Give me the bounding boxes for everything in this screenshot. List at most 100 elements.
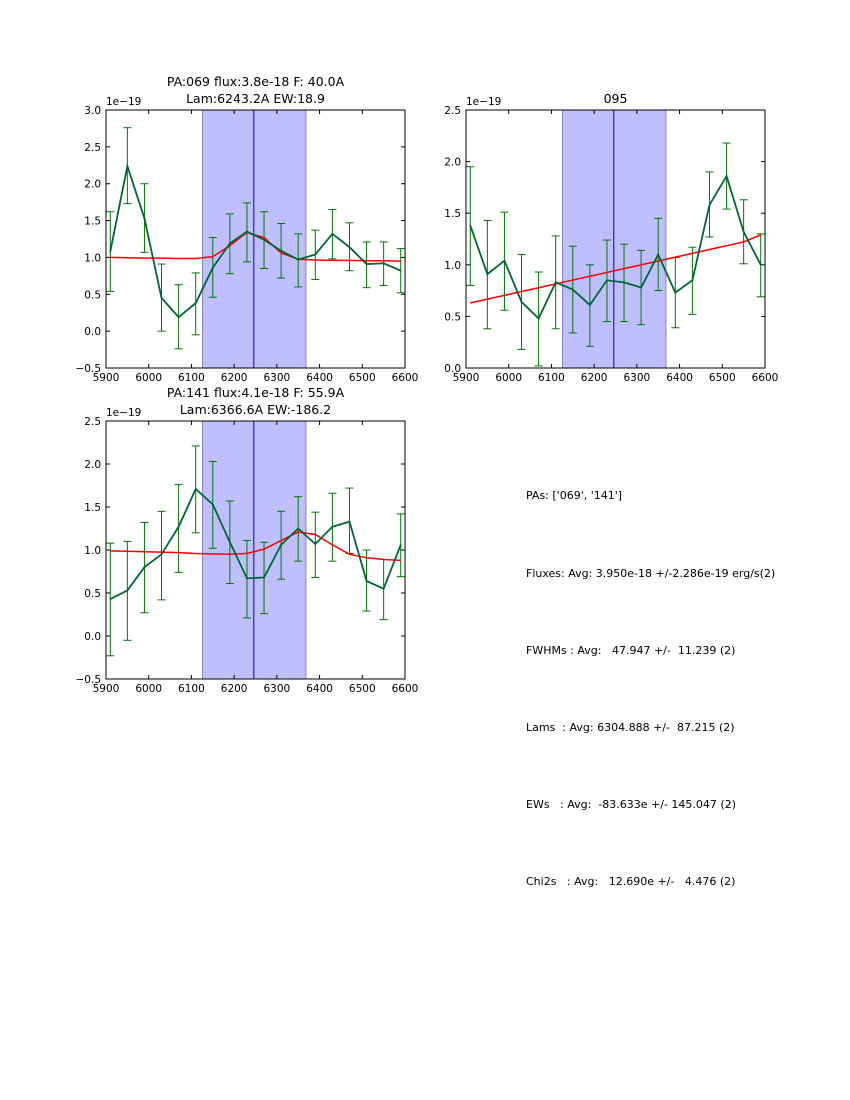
data-point bbox=[469, 224, 472, 227]
x-tick-label: 6000 bbox=[135, 372, 162, 384]
y-tick-label: 1.5 bbox=[84, 502, 101, 514]
fit-line bbox=[110, 531, 401, 562]
data-point bbox=[537, 317, 540, 320]
data-point bbox=[263, 576, 265, 579]
data-point bbox=[725, 175, 728, 177]
data-point bbox=[246, 230, 248, 233]
axes-frame bbox=[105, 109, 406, 369]
data-point bbox=[589, 304, 591, 306]
data-point bbox=[503, 259, 506, 262]
chart-panel-1: 5900 6000 6100 6200 6300 6400 6500 6600 −0.5 0.0 0… bbox=[76, 74, 419, 384]
data-point bbox=[297, 258, 300, 261]
chart-panel-3: 5900 6000 6100 6200 6300 6400 6500 6600 −0.5 0.0 0… bbox=[76, 385, 419, 695]
data-point bbox=[571, 288, 574, 291]
y-tick-label: 1.5 bbox=[444, 208, 461, 220]
data-point bbox=[520, 301, 523, 303]
x-tick-label: 5900 bbox=[453, 372, 480, 384]
y-tick-label: 0.5 bbox=[84, 289, 101, 301]
data-point bbox=[382, 587, 385, 590]
x-tick-label: 6000 bbox=[135, 683, 162, 695]
data-point bbox=[691, 279, 694, 282]
y-tick-label: 0.0 bbox=[84, 326, 101, 338]
chart-subtitle: Lam:6243.2A EW:18.9 bbox=[186, 91, 325, 106]
y-tick-label: 2.5 bbox=[444, 105, 461, 117]
summary-lams: Lams : Avg: 6304.888 +/- 87.215 (2) bbox=[526, 720, 735, 734]
data-point bbox=[229, 541, 231, 544]
data-point bbox=[280, 544, 282, 546]
x-tick-label: 6600 bbox=[392, 372, 419, 384]
x-tick-label: 5900 bbox=[93, 683, 120, 695]
data-point bbox=[331, 525, 334, 528]
data-line bbox=[109, 162, 402, 319]
data-point bbox=[160, 297, 163, 299]
data-point bbox=[348, 520, 351, 523]
chart-title: PA:141 flux:4.1e-18 F: 55.9A bbox=[167, 385, 345, 400]
x-tick-label: 6400 bbox=[306, 372, 333, 384]
data-point bbox=[382, 262, 385, 265]
y-tick-label: 2.0 bbox=[84, 179, 101, 191]
summary-panel: PAs: ['069', '141'] Fluxes: Avg: 3.950e-… bbox=[526, 432, 775, 920]
chart-panel-2: 5900 6000 6100 6200 6300 6400 6500 6600 0.0 0.5 1.… bbox=[444, 91, 778, 384]
data-point bbox=[314, 253, 317, 256]
y-tick-label: 0.5 bbox=[84, 588, 101, 600]
y-tick-label: 0.0 bbox=[84, 631, 101, 643]
data-point bbox=[399, 269, 402, 272]
data-point bbox=[297, 527, 300, 530]
y-tick-label: 1.0 bbox=[444, 260, 461, 272]
chart-subtitle: Lam:6366.6A EW:-186.2 bbox=[180, 402, 331, 417]
x-tick-label: 6100 bbox=[538, 372, 565, 384]
error-bar bbox=[174, 484, 183, 573]
x-tick-label: 6400 bbox=[666, 372, 693, 384]
data-point bbox=[263, 238, 265, 241]
data-line bbox=[109, 487, 402, 600]
x-tick-label: 6600 bbox=[752, 372, 779, 384]
data-point bbox=[365, 580, 368, 582]
data-point bbox=[177, 316, 180, 318]
y-tick-label: 1.0 bbox=[84, 252, 101, 264]
x-tick-label: 6000 bbox=[495, 372, 522, 384]
summary-chi2s: Chi2s : Avg: 12.690e +/- 4.476 (2) bbox=[526, 874, 736, 888]
y-tick-label: −0.5 bbox=[76, 674, 102, 686]
summary-fluxes: Fluxes: Avg: 3.950e-18 +/-2.286e-19 erg/… bbox=[526, 566, 776, 580]
data-point bbox=[126, 165, 129, 167]
x-tick-label: 6500 bbox=[349, 372, 376, 384]
y-offset-label: 1e−19 bbox=[106, 96, 141, 108]
data-point bbox=[742, 230, 745, 233]
chart-title: PA:069 flux:3.8e-18 F: 40.0A bbox=[167, 74, 345, 89]
data-point bbox=[314, 543, 317, 545]
data-point bbox=[674, 291, 677, 294]
x-tick-label: 6300 bbox=[263, 683, 290, 695]
data-point bbox=[399, 544, 402, 546]
data-point bbox=[143, 217, 146, 220]
y-offset-label: 1e−19 bbox=[466, 96, 501, 108]
data-point bbox=[109, 598, 112, 600]
x-tick-label: 6600 bbox=[392, 683, 419, 695]
x-tick-label: 6200 bbox=[221, 372, 248, 384]
data-point bbox=[126, 589, 129, 592]
data-line bbox=[469, 173, 762, 320]
y-tick-label: 3.0 bbox=[84, 105, 101, 117]
y-tick-label: 1.5 bbox=[84, 216, 101, 228]
data-point bbox=[657, 253, 660, 256]
data-point bbox=[623, 281, 625, 284]
data-point bbox=[160, 553, 163, 556]
data-point bbox=[606, 279, 608, 282]
summary-pas: PAs: ['069', '141'] bbox=[526, 489, 623, 503]
data-point bbox=[211, 266, 214, 269]
data-point bbox=[211, 503, 214, 506]
data-point bbox=[348, 246, 351, 248]
data-point bbox=[109, 250, 112, 253]
summary-ews: EWs : Avg: -83.633e +/- 145.047 (2) bbox=[526, 797, 736, 811]
axes-frame bbox=[465, 109, 766, 369]
data-point bbox=[365, 263, 368, 265]
x-tick-label: 6200 bbox=[221, 683, 248, 695]
fit-line bbox=[470, 234, 762, 304]
x-tick-label: 6300 bbox=[263, 372, 290, 384]
data-point bbox=[708, 204, 711, 206]
data-point bbox=[640, 286, 642, 289]
x-tick-label: 6100 bbox=[178, 683, 205, 695]
x-tick-label: 6100 bbox=[178, 372, 205, 384]
y-tick-label: 2.5 bbox=[84, 142, 101, 154]
data-point bbox=[177, 525, 180, 528]
